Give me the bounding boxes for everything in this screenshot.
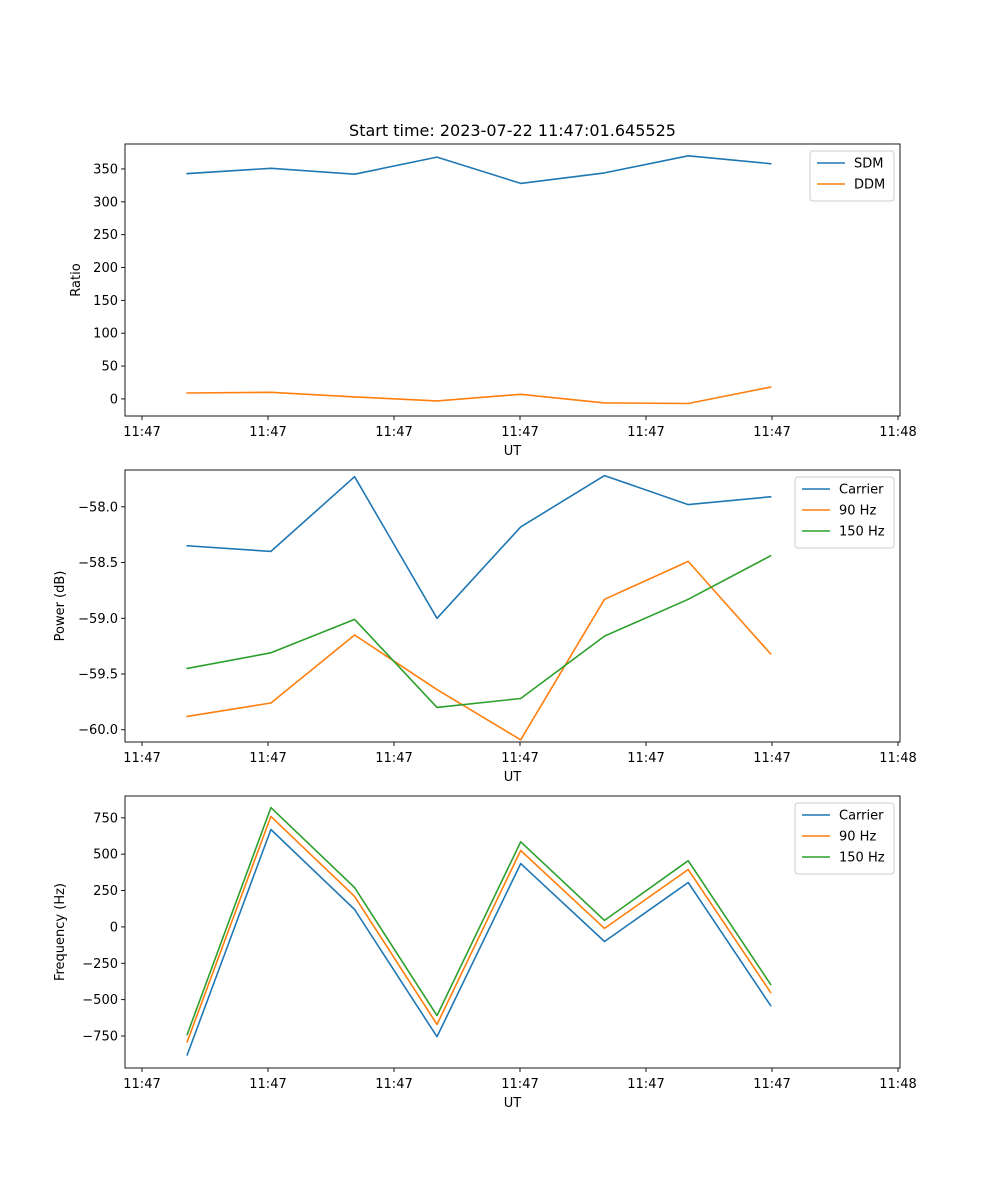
- x-tick-label: 11:47: [753, 1077, 790, 1092]
- y-tick-label: −250: [82, 957, 118, 972]
- y-tick-label: 250: [93, 228, 118, 243]
- x-tick-label: 11:47: [501, 1077, 538, 1092]
- chart-3: 11:47 11:47 11:47 11:47 11:47 11:47 11:48 −750 −…: [53, 795, 917, 1111]
- x-axis-label: UT: [504, 770, 522, 785]
- legend: Carrier 90 Hz 150 Hz: [794, 476, 895, 549]
- x-axis-label: UT: [504, 1096, 522, 1111]
- figure-title: Start time: 2023-07-22 11:47:01.645525: [349, 121, 676, 140]
- x-tick-label: 11:47: [753, 751, 790, 766]
- x-tick-label: 11:47: [375, 751, 412, 766]
- series-line-150-hz: [186, 806, 772, 1036]
- legend-label-90-hz: 90 Hz: [839, 504, 876, 519]
- x-tick-label: 11:47: [627, 425, 664, 440]
- legend-label-150-hz: 150 Hz: [839, 851, 885, 866]
- x-tick-label: 11:47: [123, 751, 160, 766]
- legend-label-90-hz: 90 Hz: [839, 830, 876, 845]
- axes-frame: [124, 795, 901, 1069]
- y-tick-label: 750: [93, 811, 118, 826]
- legend: SDM DDM: [809, 150, 895, 202]
- y-tick-label: 0: [110, 920, 118, 935]
- x-tick-label: 11:47: [249, 1077, 286, 1092]
- y-tick-label: −500: [82, 993, 118, 1008]
- x-tick-label: 11:47: [123, 1077, 160, 1092]
- y-tick-label: −58.0: [78, 500, 118, 515]
- legend-label-carrier: Carrier: [839, 483, 884, 498]
- x-tick-label: 11:48: [879, 751, 916, 766]
- series-line-90-hz: [186, 815, 772, 1043]
- legend-label-sdm: SDM: [854, 157, 883, 172]
- x-tick-label: 11:47: [249, 751, 286, 766]
- x-tick-label: 11:47: [375, 425, 412, 440]
- legend-label-carrier: Carrier: [839, 809, 884, 824]
- series-line-150-hz: [186, 554, 772, 709]
- axes-frame: [124, 143, 901, 417]
- chart-2: 11:47 11:47 11:47 11:47 11:47 11:47 11:48 −60.0…: [53, 469, 917, 785]
- y-tick-label: 250: [93, 884, 118, 899]
- y-tick-label: 350: [93, 162, 118, 177]
- y-tick-label: −60.0: [78, 723, 118, 738]
- y-tick-label: 150: [93, 294, 118, 309]
- y-axis-label: Frequency (Hz): [53, 883, 68, 981]
- series-line-ddm: [186, 386, 772, 405]
- y-tick-label: 300: [93, 195, 118, 210]
- y-tick-label: 100: [93, 327, 118, 342]
- y-tick-label: 500: [93, 848, 118, 863]
- series-line-90-hz: [186, 560, 772, 741]
- legend-label-ddm: DDM: [854, 178, 885, 193]
- chart-1: 11:47 11:47 11:47 11:47 11:47 11:47 11:48 0 50 10…: [69, 143, 917, 459]
- y-tick-label: −59.5: [78, 668, 118, 683]
- x-tick-label: 11:47: [627, 751, 664, 766]
- x-tick-label: 11:47: [123, 425, 160, 440]
- y-axis-label: Ratio: [69, 263, 84, 296]
- y-tick-label: 0: [110, 392, 118, 407]
- x-tick-label: 11:47: [627, 1077, 664, 1092]
- series-line-carrier: [186, 474, 772, 620]
- charts-container: 11:47 11:47 11:47 11:47 11:47 11:47 11:48 0 50 10…: [53, 143, 917, 1111]
- x-tick-label: 11:48: [879, 425, 916, 440]
- legend-label-150-hz: 150 Hz: [839, 525, 885, 540]
- x-tick-label: 11:47: [249, 425, 286, 440]
- y-tick-label: −750: [82, 1030, 118, 1045]
- legend: Carrier 90 Hz 150 Hz: [794, 802, 895, 875]
- x-axis-label: UT: [504, 444, 522, 459]
- y-tick-label: −58.5: [78, 556, 118, 571]
- y-tick-label: 200: [93, 261, 118, 276]
- x-tick-label: 11:48: [879, 1077, 916, 1092]
- x-tick-label: 11:47: [501, 425, 538, 440]
- x-tick-label: 11:47: [753, 425, 790, 440]
- y-tick-label: −59.0: [78, 612, 118, 627]
- axes-frame: [124, 469, 901, 743]
- y-tick-label: 50: [101, 360, 118, 375]
- x-tick-label: 11:47: [375, 1077, 412, 1092]
- y-axis-label: Power (dB): [53, 571, 68, 642]
- x-tick-label: 11:47: [501, 751, 538, 766]
- series-line-carrier: [186, 828, 772, 1056]
- series-line-sdm: [186, 155, 772, 185]
